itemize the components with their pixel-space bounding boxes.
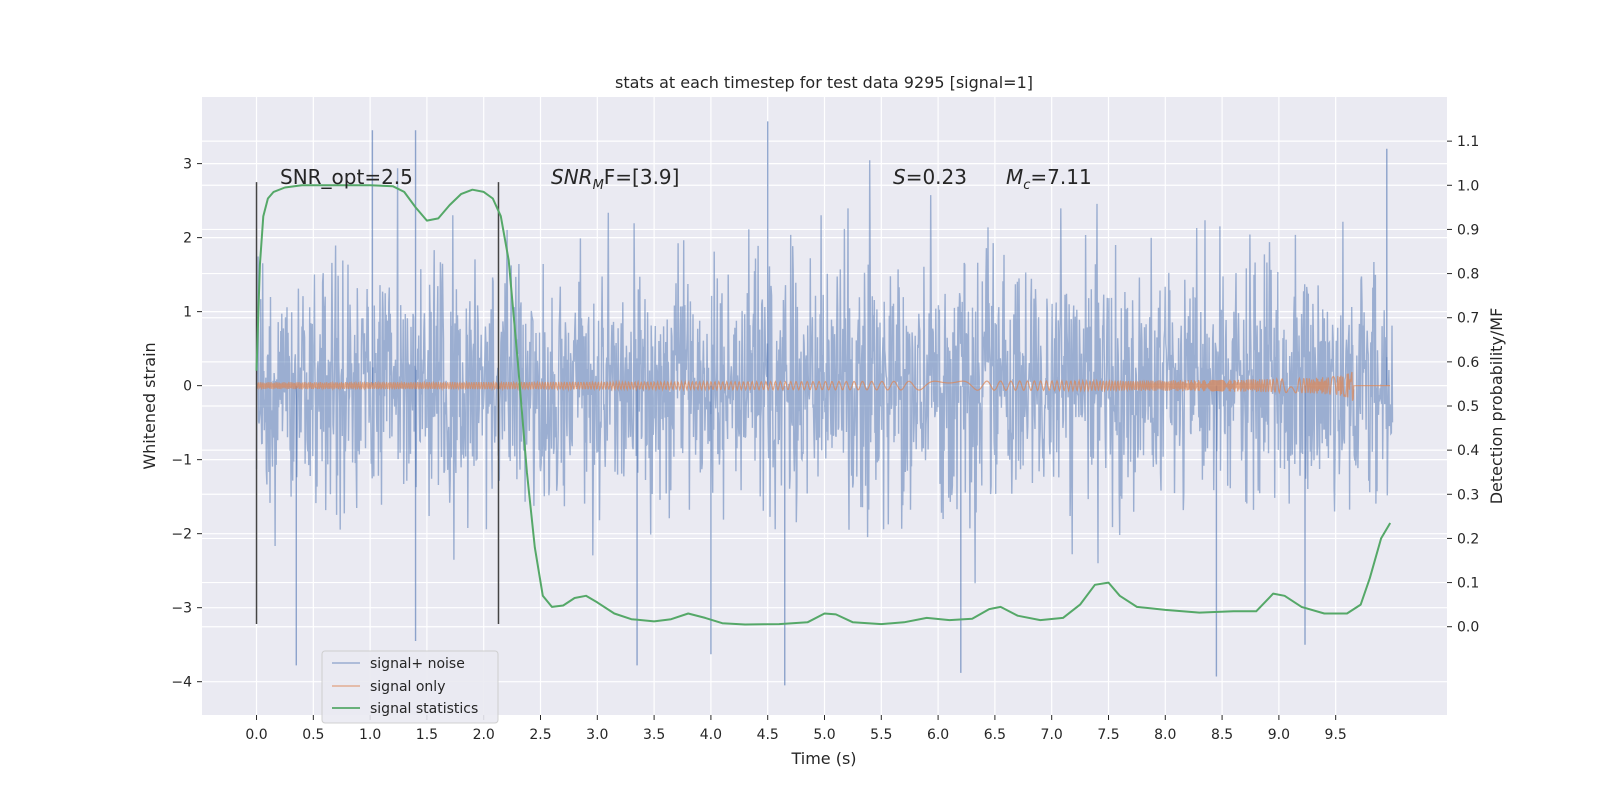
x-tick-label-2: 1.0 [359, 727, 381, 743]
x-tick-label-18: 9.0 [1268, 727, 1290, 743]
x-tick-label-4: 2.0 [473, 727, 495, 743]
y2-tick-label-9: 0.9 [1457, 222, 1479, 238]
y2-tick-label-8: 0.8 [1457, 267, 1479, 283]
x-tick-label-10: 5.0 [813, 727, 835, 743]
annotation-mc-value: =7.11 [1030, 165, 1091, 189]
legend-box [321, 650, 499, 724]
y2-tick-label-0: 0.0 [1457, 620, 1479, 636]
y2-tick-label-11: 1.1 [1457, 134, 1479, 150]
signal-only-line [255, 371, 1391, 401]
y-tick-label-5: 1 [183, 305, 192, 321]
signal-statistics-series [255, 184, 1392, 626]
x-tick-label-7: 3.5 [643, 727, 665, 743]
annotation-mc: Mc=7.11 [1006, 165, 1092, 193]
x-tick-label-11: 5.5 [870, 727, 892, 743]
y2-tick-label-10: 1.0 [1457, 178, 1479, 194]
x-tick-label-12: 6.0 [927, 727, 949, 743]
x-tick-label-3: 1.5 [416, 727, 438, 743]
legend-label-signal-noise: signal+ noise [370, 656, 465, 672]
annotation-snr-mf-suffix: F=[3.9] [604, 165, 680, 189]
y2-tick-label-3: 0.3 [1457, 487, 1479, 503]
y-tick-label-6: 2 [183, 231, 192, 247]
x-tick-label-19: 9.5 [1325, 727, 1347, 743]
y2-tick-label-4: 0.4 [1457, 443, 1479, 459]
signal-plus-noise-series [255, 121, 1394, 686]
y-axis-label: Whitened strain [140, 342, 159, 469]
annotation-snr-mf-sub: M [593, 178, 604, 193]
y2-tick-label-1: 0.1 [1457, 576, 1479, 592]
x-tick-label-15: 7.5 [1097, 727, 1119, 743]
signal-only-series [255, 371, 1391, 401]
y2-tick-label-7: 0.7 [1457, 311, 1479, 327]
annotation-snr-mf: SNRMF=[3.9] [551, 165, 679, 193]
x-tick-label-6: 3.0 [586, 727, 608, 743]
x-tick-label-0: 0.0 [245, 727, 267, 743]
y-tick-label-0: −4 [171, 675, 192, 691]
x-tick-label-8: 4.0 [700, 727, 722, 743]
y-tick-label-4: 0 [183, 379, 192, 395]
signal-statistics-line [255, 184, 1392, 626]
y-tick-labels: −4 −3 −2 −1 0 1 2 3 [171, 157, 202, 691]
y2-tick-label-2: 0.2 [1457, 531, 1479, 547]
legend: signal+ noise signal only signal statist… [321, 650, 499, 724]
x-tick-label-17: 8.5 [1211, 727, 1233, 743]
chart-title: stats at each timestep for test data 929… [615, 73, 1033, 92]
annotation-snr-opt: SNR_opt=2.5 [280, 165, 413, 189]
x-tick-label-9: 4.5 [757, 727, 779, 743]
y2-tick-label-6: 0.6 [1457, 355, 1479, 371]
legend-label-signal-statistics: signal statistics [370, 701, 478, 717]
legend-label-signal-only: signal only [370, 679, 445, 695]
annotation-s: S=0.23 [893, 165, 967, 189]
annotation-s-value: =0.23 [906, 165, 967, 189]
vertical-markers [255, 182, 500, 624]
x-tick-label-13: 6.5 [984, 727, 1006, 743]
x-tick-label-1: 0.5 [302, 727, 324, 743]
y2-axis-label: Detection probability/MF [1487, 308, 1506, 505]
y-tick-label-7: 3 [183, 157, 192, 173]
y2-tick-labels: 0.0 0.1 0.2 0.3 0.4 0.5 0.6 0.7 0.8 0.9 1.0 1.1 [1447, 134, 1479, 636]
y2-tick-label-5: 0.5 [1457, 399, 1479, 415]
y-tick-label-3: −1 [171, 453, 192, 469]
annotation-s-prefix: S [893, 165, 906, 189]
y-tick-label-2: −2 [171, 527, 192, 543]
annotation-mc-prefix: M [1006, 165, 1023, 189]
signal-plus-noise-line [255, 160, 1394, 584]
annotation-mc-sub: c [1023, 178, 1030, 193]
x-axis-label: Time (s) [790, 749, 856, 768]
x-tick-labels: 0.0 0.5 1.0 1.5 2.0 2.5 3.0 3.5 4.0 4.5 5.0 5.5 6.0 6… [245, 715, 1347, 743]
annotation-snr-mf-prefix: SNR [551, 165, 593, 189]
x-tick-label-14: 7.0 [1041, 727, 1063, 743]
y-tick-label-1: −3 [171, 601, 192, 617]
x-tick-label-16: 8.0 [1154, 727, 1176, 743]
x-tick-label-5: 2.5 [529, 727, 551, 743]
